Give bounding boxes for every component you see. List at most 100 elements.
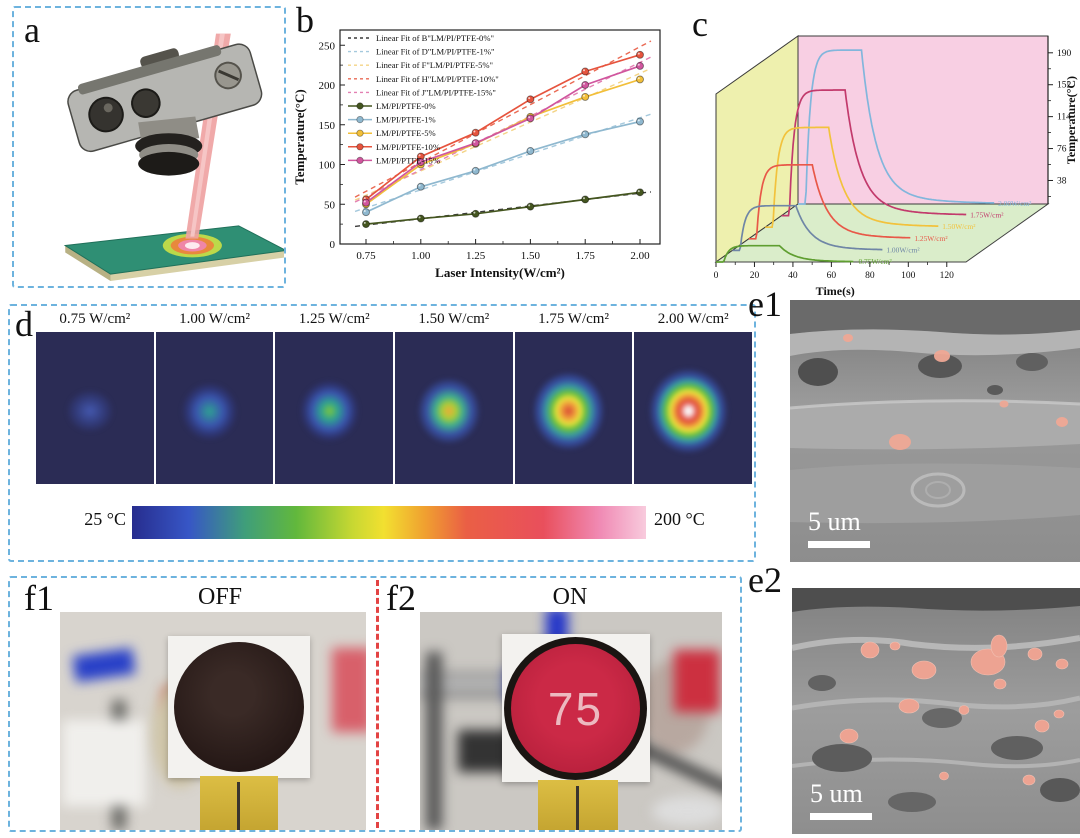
y-tick-label: 50	[324, 199, 336, 211]
heating-curve	[748, 163, 911, 240]
panel-a-label: a	[24, 10, 40, 50]
data-point	[362, 220, 370, 229]
thermal-image-label: 0.75 W/cm²	[59, 311, 131, 327]
x-tick-label: 1.00	[411, 250, 431, 262]
heating-curve	[781, 89, 967, 217]
lm-particles-e1	[843, 334, 1068, 450]
panel-e1-label: e1	[748, 284, 782, 324]
thermal-image	[36, 332, 154, 484]
data-point	[471, 209, 480, 218]
thermal-image-labels: 0.75 W/cm² 1.00 W/cm² 1.25 W/cm² 1.50 W/cm²…	[36, 311, 752, 328]
curve-label: 1.00W/cm²	[886, 245, 920, 254]
sem-micrograph-e1	[790, 300, 1080, 562]
laser-hotspot	[58, 382, 122, 440]
scalebar-text-e2: 5 um	[810, 779, 863, 808]
data-point	[471, 128, 480, 137]
legend-series-label: LM/PI/PTFE-1%	[376, 115, 436, 125]
x-tick-label: 0.75	[356, 250, 376, 262]
x-tick-label: 1.25	[466, 250, 486, 262]
data-point	[362, 198, 370, 207]
laser-hotspot	[292, 373, 366, 450]
laser-hotspot	[526, 365, 612, 457]
thermal-image-label: 1.50 W/cm²	[418, 311, 490, 327]
pink-box-blur	[332, 648, 366, 732]
data-point	[362, 208, 370, 217]
white-equipment-blur	[62, 720, 146, 806]
data-point	[416, 214, 425, 223]
x-axis-title: Laser Intensity(W/cm²)	[435, 265, 565, 280]
panel-b-label: b	[296, 0, 314, 40]
y-tick-label: 100	[319, 160, 336, 172]
scalebar-bar-e1	[808, 541, 870, 548]
legend-fit-label: Linear Fit of J"LM/PI/PTFE-15%"	[376, 87, 496, 97]
scalebar-e2: 5 um	[810, 779, 872, 820]
y-axis-title: Temperature(°C)	[292, 89, 307, 184]
curve-label: 2.00W/cm²	[998, 199, 1032, 208]
scalebar-text-e1: 5 um	[808, 507, 861, 536]
temperature-reading: 75	[547, 682, 604, 735]
heating-cooling-3d-chart: 0 20 40 60 80 100 120 Time(s) 38 76 114 152 190 Tempe…	[676, 0, 1080, 307]
red-part-blur-2	[674, 650, 720, 712]
data-point	[581, 81, 590, 89]
tweezer-f2	[576, 786, 579, 830]
setup-schematic-graphic	[63, 33, 284, 282]
data-point	[636, 117, 644, 126]
chart-c-svg: 0 20 40 60 80 100 120 Time(s) 38 76 114 152 190 Tempe…	[714, 35, 1078, 298]
photo-laser-off	[60, 612, 366, 830]
x-tick-label: 2.00	[630, 250, 650, 262]
x-tick-label: 1.50	[521, 250, 541, 262]
data-point	[636, 61, 644, 70]
thermal-image-label: 2.00 W/cm²	[657, 311, 729, 327]
legend-fit-label: Linear Fit of B"LM/PI/PTFE-0%"	[376, 33, 494, 43]
thermal-image	[275, 332, 394, 484]
legend-fit-label: Linear Fit of D"LM/PI/PTFE-1%"	[376, 47, 495, 57]
sample-card-off	[168, 636, 310, 778]
data-point	[471, 166, 480, 175]
curve-label: 1.25W/cm²	[914, 234, 948, 243]
legend-fit-label: Linear Fit of F"LM/PI/PTFE-5%"	[376, 60, 493, 70]
time-tick-label: 60	[827, 271, 837, 281]
legend-series-label: LM/PI/PTFE-15%	[376, 155, 440, 165]
thermal-image-label: 1.00 W/cm²	[179, 311, 250, 327]
laser-on-label: ON	[552, 584, 588, 610]
heating-curve	[732, 204, 883, 252]
colorbar-max-label: 200 °C	[654, 509, 705, 529]
time-axis-title: Time(s)	[816, 284, 855, 298]
curve-label: 0.75W/cm²	[858, 257, 892, 266]
thermal-image	[395, 332, 513, 484]
panel-f-divider	[376, 580, 379, 828]
thermal-image-label: 1.25 W/cm²	[298, 311, 370, 327]
temperature-colorbar	[132, 506, 646, 539]
laser-off-label: OFF	[197, 584, 243, 610]
laser-hotspot	[410, 370, 488, 453]
series-line	[365, 120, 641, 213]
temp-axis-title: Temperature(°C)	[1064, 76, 1078, 164]
tweezer-f1	[237, 782, 240, 830]
fit-line	[354, 113, 652, 213]
thermal-image	[155, 332, 274, 484]
panel-a-setup-schematic: a	[12, 6, 286, 288]
back-wall	[797, 35, 1049, 205]
time-tick-label: 80	[865, 271, 875, 281]
series-line	[365, 191, 641, 225]
fit-line	[354, 40, 652, 198]
panel-e2-label: e2	[748, 560, 782, 600]
legend-fit-label: Linear Fit of H"LM/PI/PTFE-10%"	[376, 74, 499, 84]
time-tick-label: 120	[940, 271, 955, 281]
sample-card-on: 75	[502, 634, 650, 782]
photo-laser-on: 75	[420, 612, 722, 830]
panel-d-label: d	[15, 304, 33, 344]
stand-rod-blur-2	[426, 652, 442, 830]
panel-b-intensity-chart: b 0 50 100 150 200 250 0.75 1.00 1.25 1.50 1.75 2.0…	[290, 0, 678, 302]
heating-curve	[765, 126, 939, 229]
y-tick-label: 200	[319, 80, 336, 92]
laser-hotspot	[642, 362, 735, 460]
thermal-camera-graphic	[67, 43, 263, 176]
thermal-image	[634, 332, 753, 484]
legend-series-label: LM/PI/PTFE-0%	[376, 101, 436, 111]
data-point	[636, 50, 644, 59]
data-point	[581, 92, 590, 101]
panel-f2-label: f2	[386, 578, 416, 618]
data-point	[581, 195, 590, 204]
